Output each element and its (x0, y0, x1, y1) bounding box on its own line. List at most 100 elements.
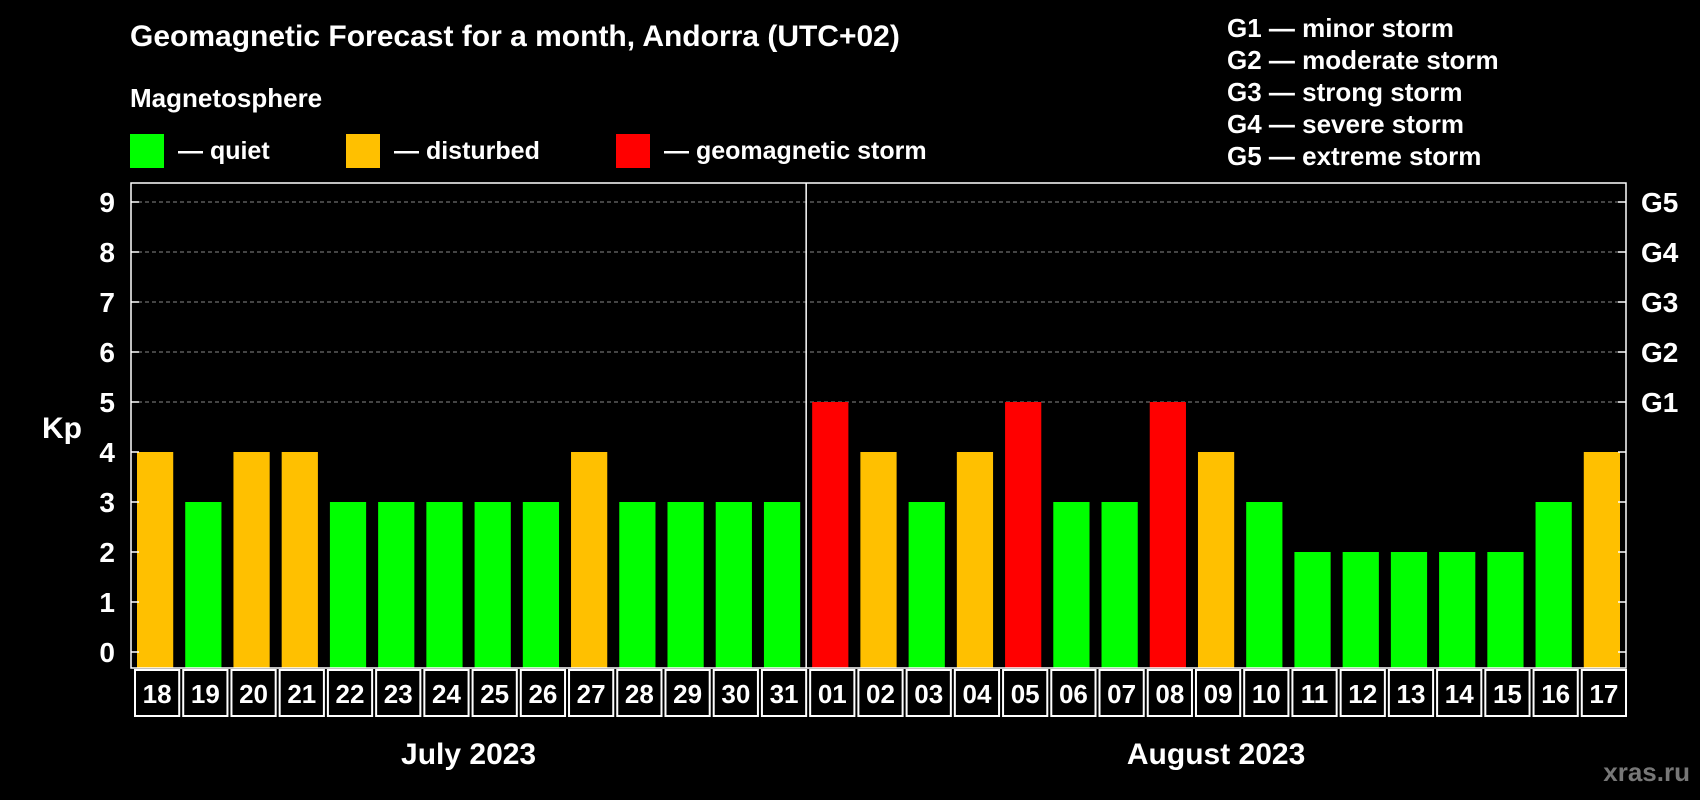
date-cell (1291, 669, 1338, 717)
legend-swatch-disturbed (346, 134, 380, 168)
kp-bar (812, 402, 849, 668)
kp-bar (619, 502, 656, 668)
y-tick-label: 1 (99, 587, 115, 618)
kp-bar (1487, 552, 1524, 668)
date-label: 19 (191, 679, 220, 709)
date-cell (616, 669, 663, 717)
date-label: 29 (673, 679, 702, 709)
date-cell (1243, 669, 1290, 717)
date-cell (278, 669, 325, 717)
date-label: 28 (625, 679, 654, 709)
kp-bar (329, 502, 367, 668)
storm-scale-g5: G5 — extreme storm (1227, 141, 1482, 171)
y-tick-label: 4 (99, 437, 115, 468)
kp-bar (185, 502, 222, 668)
kp-bar (1246, 502, 1283, 668)
kp-bar (1342, 552, 1379, 668)
watermark: xras.ru (1603, 757, 1690, 787)
date-label: 04 (962, 679, 991, 709)
date-cell (326, 669, 374, 717)
kp-bar (667, 502, 704, 668)
legend-item-quiet: — quiet (130, 134, 270, 168)
date-cell (1194, 669, 1242, 717)
date-label: 30 (721, 679, 750, 709)
kp-bar (908, 502, 945, 668)
kp-bar (860, 452, 897, 668)
plot-frame (130, 182, 1627, 669)
kp-bar (426, 502, 463, 668)
date-cell (1484, 669, 1531, 717)
g-scale-label: G1 (1641, 387, 1678, 418)
kp-bar (474, 502, 511, 668)
kp-bar (956, 452, 994, 668)
y-axis-label: Kp (42, 412, 82, 445)
kp-bar (1390, 552, 1428, 668)
kp-bar (571, 452, 608, 668)
kp-bar (1005, 402, 1042, 668)
month-label: July 2023 (401, 738, 536, 771)
date-label: 21 (287, 679, 316, 709)
storm-scale-g2: G2 — moderate storm (1227, 45, 1499, 75)
date-cell (1580, 669, 1627, 717)
date-label: 03 (914, 679, 943, 709)
date-label: 02 (866, 679, 895, 709)
date-label: 17 (1589, 679, 1618, 709)
axis-layer (130, 182, 1627, 717)
kp-bar (1439, 552, 1476, 668)
legend-swatch-storm (616, 134, 650, 168)
storm-scale-g4: G4 — severe storm (1227, 109, 1465, 139)
date-cell (182, 669, 229, 717)
date-cell (1002, 669, 1049, 717)
y-tick-label: 2 (99, 537, 115, 568)
y-tick-label: 5 (99, 387, 115, 418)
date-cell (1532, 669, 1579, 717)
date-cell (1050, 669, 1097, 717)
y-tick-label: 9 (99, 187, 115, 218)
kp-bar (233, 452, 270, 668)
storm-scale-g1: G1 — minor storm (1227, 13, 1454, 43)
g-scale-label: G4 (1641, 237, 1679, 268)
legend-label-quiet: — quiet (178, 136, 270, 165)
date-cell (423, 669, 470, 717)
date-cell (471, 669, 518, 717)
legend-item-disturbed: — disturbed (346, 134, 540, 168)
date-cell (134, 669, 181, 717)
bar-layer (137, 402, 1620, 668)
g-scale-label: G3 (1641, 287, 1678, 318)
date-label: 10 (1252, 679, 1281, 709)
date-label: 11 (1301, 679, 1329, 709)
legend-swatch-quiet (130, 134, 164, 168)
date-cell (1098, 669, 1145, 717)
date-cell (1387, 669, 1435, 717)
date-label: 09 (1204, 679, 1233, 709)
date-cell (568, 669, 615, 717)
date-label: 23 (384, 679, 413, 709)
date-cell (664, 669, 711, 717)
date-cell (1339, 669, 1386, 717)
date-cell (375, 669, 422, 717)
date-label: 16 (1541, 679, 1570, 709)
storm-scale-legend: G1 — minor storm G2 — moderate storm G3 … (1227, 12, 1499, 172)
date-label: 06 (1059, 679, 1088, 709)
date-label: 07 (1107, 679, 1136, 709)
date-label: 13 (1397, 679, 1426, 709)
date-cell (1436, 669, 1483, 717)
date-label: 15 (1493, 679, 1522, 709)
date-label: 08 (1155, 679, 1184, 709)
y-tick-label: 6 (99, 337, 115, 368)
date-cell (905, 669, 952, 717)
g-scale-label: G2 (1641, 337, 1678, 368)
kp-bar (1101, 502, 1138, 668)
kp-bar (1149, 402, 1186, 668)
legend-label-disturbed: — disturbed (394, 136, 540, 165)
y-tick-label: 7 (99, 287, 115, 318)
date-cell (953, 669, 1001, 717)
date-label: 24 (432, 679, 461, 709)
kp-bar (1294, 552, 1331, 668)
grid-layer (131, 201, 1626, 403)
kp-bar (1583, 452, 1620, 668)
kp-bar (1197, 452, 1235, 668)
kp-bar (1053, 502, 1090, 668)
y-tick-label: 8 (99, 237, 115, 268)
kp-bar (715, 502, 752, 668)
